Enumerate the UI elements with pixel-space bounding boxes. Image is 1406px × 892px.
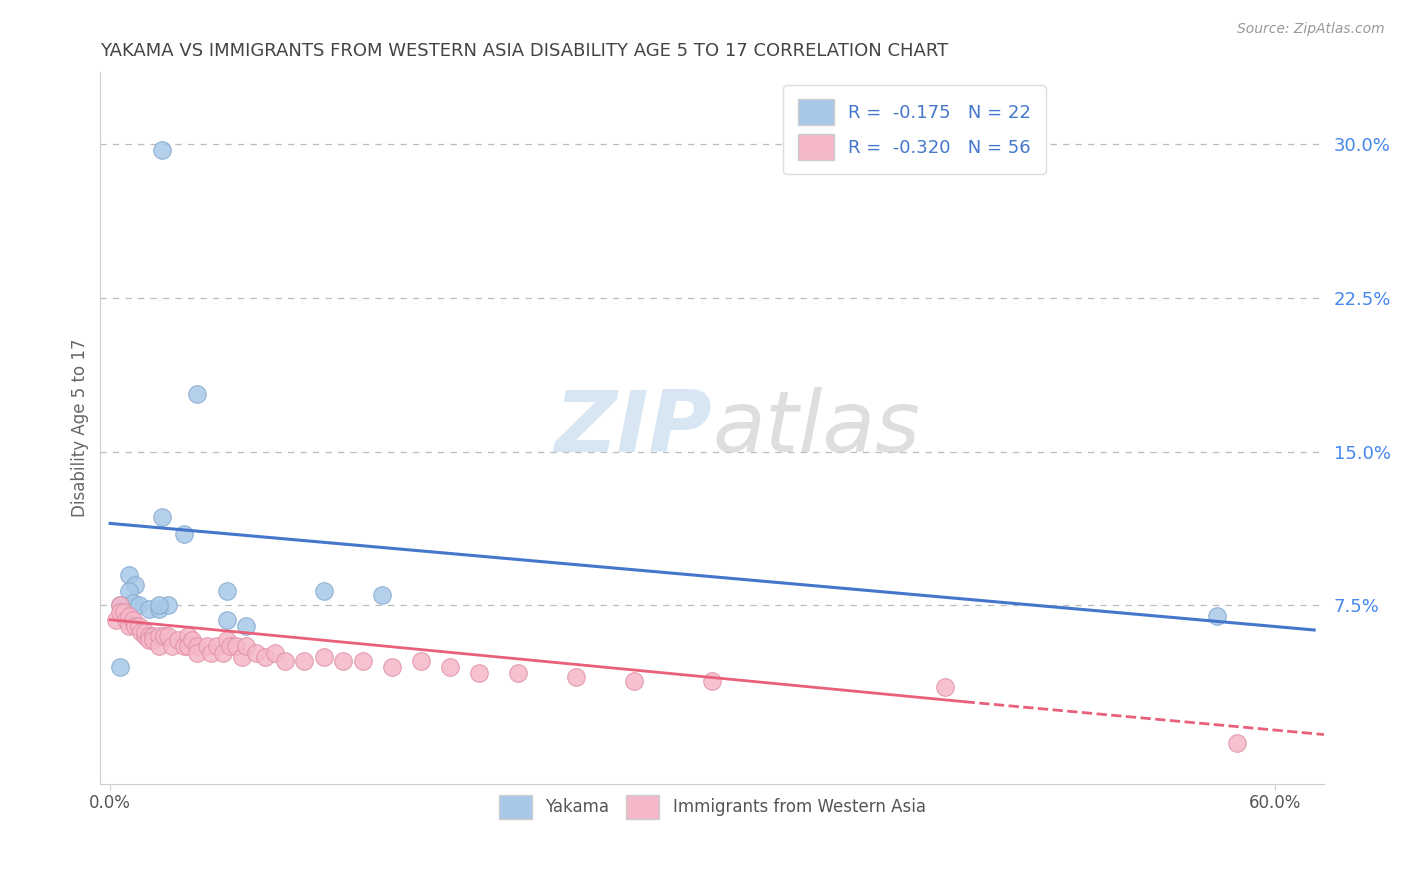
Point <box>700 674 723 689</box>
Point <box>129 625 152 640</box>
Point <box>118 567 141 582</box>
Point <box>235 640 257 654</box>
Point <box>167 633 190 648</box>
Point <box>332 654 354 668</box>
Text: YAKAMA VS IMMIGRANTS FROM WESTERN ASIA DISABILITY AGE 5 TO 17 CORRELATION CHART: YAKAMA VS IMMIGRANTS FROM WESTERN ASIA D… <box>100 42 949 60</box>
Point <box>215 633 238 648</box>
Point <box>157 599 180 613</box>
Point <box>142 633 165 648</box>
Point <box>177 629 200 643</box>
Legend: Yakama, Immigrants from Western Asia: Yakama, Immigrants from Western Asia <box>492 789 932 825</box>
Point <box>274 654 297 668</box>
Point <box>118 619 141 633</box>
Point <box>381 660 404 674</box>
Point <box>312 584 335 599</box>
Point <box>565 670 588 684</box>
Y-axis label: Disability Age 5 to 17: Disability Age 5 to 17 <box>72 339 89 517</box>
Point <box>114 613 136 627</box>
Point <box>118 584 141 599</box>
Point <box>245 646 267 660</box>
Point <box>134 629 156 643</box>
Point <box>371 588 394 602</box>
Point <box>506 666 529 681</box>
Point <box>186 387 208 401</box>
Point <box>148 640 170 654</box>
Text: atlas: atlas <box>711 386 920 469</box>
Point <box>152 144 174 158</box>
Point <box>152 510 174 524</box>
Point <box>211 646 233 660</box>
Point <box>138 602 160 616</box>
Point <box>468 666 491 681</box>
Point <box>148 602 170 616</box>
Point <box>122 613 145 627</box>
Point <box>128 619 150 633</box>
Point <box>219 640 242 654</box>
Point <box>148 629 170 643</box>
Point <box>623 674 645 689</box>
Point <box>200 646 222 660</box>
Point <box>934 681 956 695</box>
Point <box>112 605 135 619</box>
Point <box>138 629 160 643</box>
Point <box>264 646 287 660</box>
Point <box>148 599 170 613</box>
Point <box>160 640 183 654</box>
Point <box>225 640 247 654</box>
Point <box>312 649 335 664</box>
Text: Source: ZipAtlas.com: Source: ZipAtlas.com <box>1237 22 1385 37</box>
Point <box>173 526 195 541</box>
Point <box>157 629 180 643</box>
Point <box>118 608 141 623</box>
Point <box>153 629 176 643</box>
Point <box>108 660 131 674</box>
Point <box>108 599 131 613</box>
Point <box>108 605 131 619</box>
Point <box>124 578 146 592</box>
Point <box>292 654 315 668</box>
Point <box>104 613 127 627</box>
Point <box>138 633 160 648</box>
Point <box>114 613 136 627</box>
Point <box>231 649 253 664</box>
Point <box>235 619 257 633</box>
Point <box>142 629 165 643</box>
Point <box>180 633 202 648</box>
Point <box>134 625 156 640</box>
Point <box>409 654 432 668</box>
Point <box>1206 608 1229 623</box>
Point <box>254 649 277 664</box>
Point <box>186 640 208 654</box>
Point <box>124 619 146 633</box>
Point <box>186 646 208 660</box>
Point <box>352 654 374 668</box>
Point <box>439 660 461 674</box>
Point <box>215 584 238 599</box>
Point <box>215 613 238 627</box>
Point <box>205 640 228 654</box>
Point <box>177 640 200 654</box>
Point <box>122 596 145 610</box>
Point <box>1225 736 1247 750</box>
Point <box>173 640 195 654</box>
Point <box>195 640 218 654</box>
Point <box>108 599 131 613</box>
Point <box>128 599 150 613</box>
Text: ZIP: ZIP <box>554 386 711 469</box>
